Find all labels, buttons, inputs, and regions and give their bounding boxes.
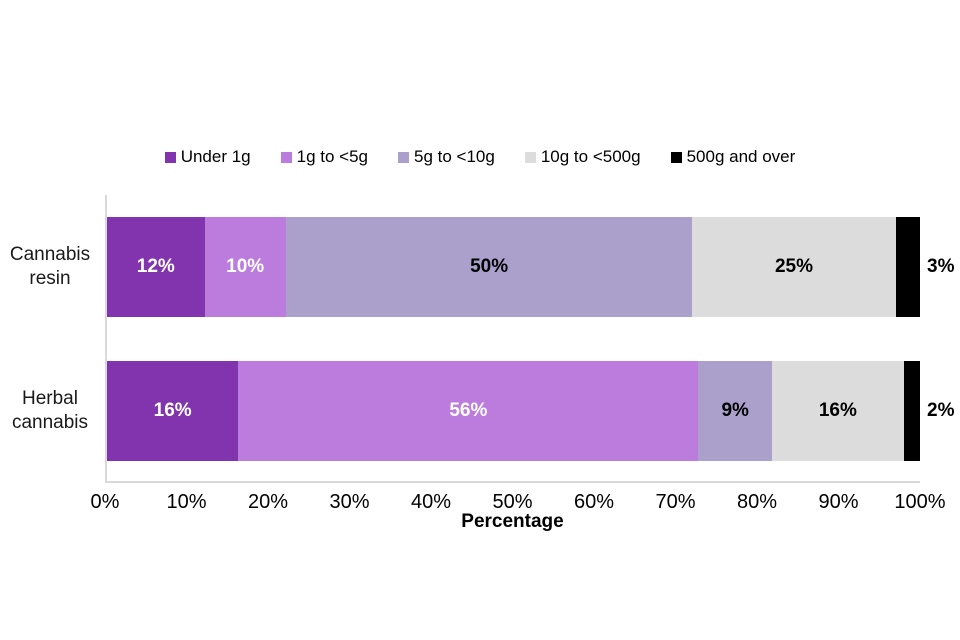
legend-item: 5g to <10g [398, 147, 495, 167]
bar-value-label: 10% [226, 256, 265, 277]
x-axis-tick-label: 10% [166, 491, 207, 513]
bar-segment [895, 217, 920, 317]
bar-row: 12% 10% 50% 25% 3% [107, 217, 954, 317]
bar-value-label: 3% [927, 256, 955, 277]
bar-segment: 50% [285, 217, 693, 317]
legend: Under 1g 1g to <5g 5g to <10g 10g to <500g 5… [0, 147, 960, 167]
bar-row: 16% 56% 9% 16% 2% [107, 361, 954, 461]
x-axis-tick-label: 50% [492, 491, 533, 513]
x-axis-tick-label: 60% [573, 491, 615, 513]
category-axis: Cannabis resin Herbal cannabis [0, 195, 100, 483]
category-label: Herbal cannabis [11, 388, 89, 433]
bar-value-label: 9% [721, 400, 749, 421]
bar-segment: 10% [204, 217, 286, 317]
bar-value-label: 56% [449, 400, 488, 421]
category-label: Cannabis resin [9, 244, 91, 289]
bar-segment: 12% [107, 217, 205, 317]
plot-area: 12% 10% 50% 25% 3% 16% 56% 9% 16% 2% [105, 195, 954, 483]
bar-value-label: 25% [774, 256, 813, 277]
x-axis-tick-label: 80% [736, 491, 778, 513]
bar-value-label: 16% [153, 400, 192, 421]
legend-marker-swatch-icon [670, 151, 682, 163]
x-axis-tick-label: 90% [818, 491, 859, 513]
bar-segment: 25% [692, 217, 896, 317]
bar-segment: 9% [698, 361, 773, 461]
bar-value-label: 2% [927, 400, 955, 421]
x-axis-ticks: 0% 10% 20% 30% 40% 50% 60% 70% 80% 90% 100% [91, 491, 946, 515]
bar-segment [903, 361, 920, 461]
legend-item: 10g to <500g [524, 147, 641, 167]
bar-value-label: 50% [470, 256, 509, 277]
bar-segment: 56% [238, 361, 699, 461]
legend-label: 10g to <500g [540, 147, 641, 166]
x-axis-tick-label: 0% [90, 491, 120, 513]
legend-label: 500g and over [686, 147, 796, 166]
legend-item: Under 1g [164, 147, 251, 167]
legend-marker-swatch-icon [164, 151, 176, 163]
x-axis-title: Percentage [461, 511, 564, 532]
legend-marker-swatch-icon [280, 151, 292, 163]
bar-segment: 16% [107, 361, 239, 461]
x-axis-tick-label: 40% [410, 491, 452, 513]
bar-value-label: 16% [818, 400, 857, 421]
legend-item: 500g and over [670, 147, 796, 167]
legend-marker-swatch-icon [524, 151, 536, 163]
bar-segment: 16% [772, 361, 904, 461]
x-axis-tick-label: 100% [894, 491, 946, 513]
x-axis-tick-label: 20% [247, 491, 289, 513]
legend-label: Under 1g [180, 147, 251, 166]
legend-item: 1g to <5g [280, 147, 369, 167]
legend-marker-swatch-icon [398, 151, 410, 163]
bar-value-label: 12% [136, 256, 175, 277]
legend-label: 5g to <10g [414, 147, 495, 166]
x-axis-tick-label: 70% [655, 491, 696, 513]
x-axis-tick-label: 30% [329, 491, 370, 513]
legend-label: 1g to <5g [296, 147, 369, 166]
